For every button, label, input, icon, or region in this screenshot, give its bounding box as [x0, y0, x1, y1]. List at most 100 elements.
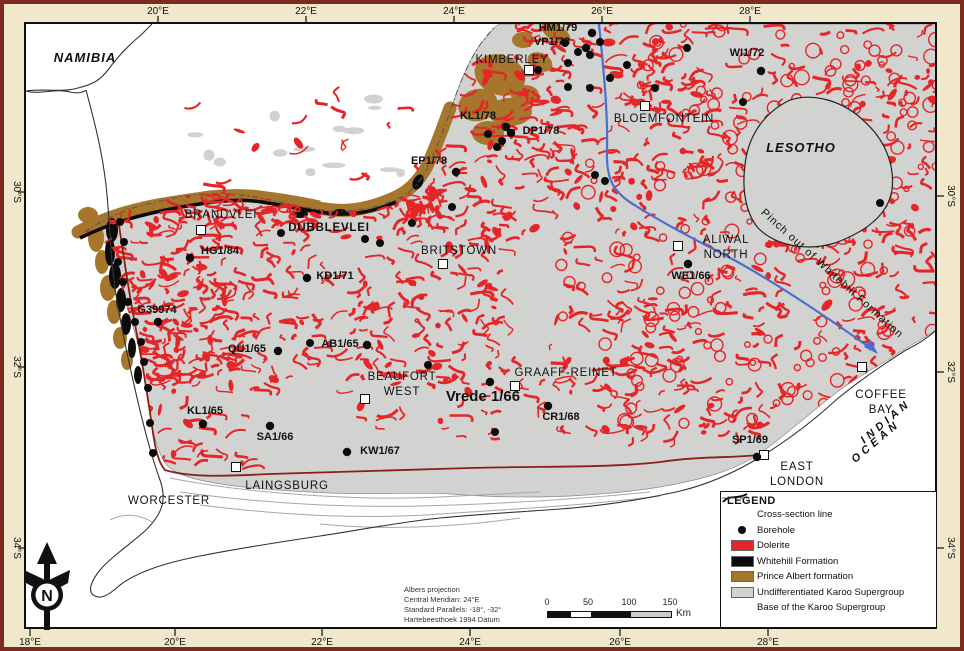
borehole-dot: [591, 171, 599, 179]
borehole-dot: [491, 428, 499, 436]
tick-label: 22°E: [295, 6, 317, 17]
scale-segment: [591, 612, 631, 617]
legend-row: Dolerite: [727, 538, 932, 554]
borehole-dot: [185, 253, 195, 263]
borehole-dot: [601, 177, 609, 185]
legend: LEGEND Cross-section line Borehole Dolerit…: [720, 491, 937, 628]
tick-label: 32°S: [11, 356, 22, 378]
legend-symbol-swatch: [727, 555, 757, 567]
borehole-dot: [574, 48, 582, 56]
borehole-label: EP1/78: [411, 155, 447, 167]
borehole-dot: [448, 203, 456, 211]
borehole-dot: [752, 452, 762, 462]
town-label: BAY: [869, 404, 894, 416]
projection-line: Central Meridian: 24°E: [404, 595, 480, 604]
borehole-label: CR1/68: [542, 411, 579, 423]
borehole-label: HG1/84: [201, 245, 240, 257]
scale-number: 150: [662, 597, 678, 607]
borehole-label: KL1/65: [187, 405, 223, 417]
tick-label: 20°E: [164, 637, 186, 647]
borehole-dot: [306, 339, 314, 347]
borehole-dot: [153, 317, 163, 327]
town-square: [438, 259, 448, 269]
town-label: BRITSTOWN: [421, 245, 497, 257]
borehole-dot: [498, 137, 506, 145]
borehole-dot: [131, 318, 139, 326]
borehole-dot: [273, 346, 283, 356]
borehole-label: KD1/71: [316, 270, 353, 282]
tick-label: 30°S: [11, 181, 22, 203]
borehole-label: Vrede 1/66: [446, 388, 520, 405]
legend-row: Cross-section line: [722, 493, 932, 523]
borehole-label: AB1/65: [321, 338, 358, 350]
base-of-karoo-line: [83, 25, 496, 233]
borehole-dot: [277, 229, 285, 237]
town-label: GRAAFF-REINET: [514, 367, 617, 379]
legend-row: Borehole: [727, 523, 932, 539]
legend-label: Borehole: [757, 524, 796, 536]
legend-label: Prince Albert formation: [757, 571, 854, 583]
legend-row: Prince Albert formation: [727, 569, 932, 585]
scale-unit: Km: [676, 608, 691, 619]
town-square: [857, 362, 867, 372]
town-square: [196, 225, 206, 235]
scale-bar: 0 50 100 150 Km: [540, 597, 700, 629]
borehole-label: SP1/69: [732, 434, 768, 446]
graticule-ticks: 20°E 22°E 24°E 26°E 28°E 18°E 20°E 22°E 24°E 26°E…: [11, 6, 956, 647]
legend-title: LEGEND: [727, 495, 776, 507]
svg-text:N: N: [41, 588, 53, 605]
town-label: DUBBLEVLEI: [288, 222, 369, 234]
tick-label: 22°E: [311, 637, 333, 647]
borehole-label: WI1/72: [730, 47, 765, 59]
map-canvas: Pinch out of Whitehill Formation NAMIBIA…: [11, 6, 956, 647]
borehole-dot: [408, 219, 416, 227]
borehole-dot: [564, 59, 572, 67]
borehole-label: KL1/78: [460, 110, 496, 122]
dolerite-outliers: [184, 86, 420, 195]
legend-label: Base of the Karoo Supergroup: [757, 602, 886, 614]
fold-belt-lines: [109, 477, 661, 528]
outlier-karoo-patches: [187, 94, 405, 178]
tick-label: 18°E: [19, 637, 41, 647]
borehole-dot: [484, 130, 492, 138]
borehole-dot: [683, 259, 693, 269]
town-label: LONDON: [770, 476, 824, 488]
tick-label: 28°E: [757, 637, 779, 647]
north-arrow: N: [24, 542, 70, 630]
borehole-dot: [561, 39, 569, 47]
map-border: [24, 22, 937, 629]
borehole-dot: [587, 28, 597, 38]
borehole-dot: [119, 278, 127, 286]
town-label: EAST: [780, 461, 813, 473]
borehole-dot: [564, 83, 572, 91]
borehole-dot: [596, 38, 604, 46]
legend-row: Base of the Karoo Supergroup: [722, 497, 932, 616]
borehole-dot: [506, 128, 516, 138]
legend-label: Undifferentiated Karoo Supergroup: [757, 586, 905, 598]
borehole-dot: [493, 143, 501, 151]
borehole-label: SA1/66: [257, 431, 294, 443]
borehole-dot: [361, 235, 369, 243]
map-labels: KIMBERLEY BLOEMFONTEIN BRANDVLEI DUBBLEVLEI…: [128, 22, 906, 507]
borehole-dot: [876, 199, 884, 207]
borehole-label: G39974: [137, 304, 177, 316]
borehole-dot: [342, 447, 352, 457]
tick-label: 24°E: [443, 6, 465, 17]
scale-number: 0: [544, 597, 550, 607]
scale-number: 50: [582, 597, 594, 607]
borehole-dot: [501, 122, 511, 132]
borehole-dot: [739, 98, 747, 106]
lesotho-outline: [743, 96, 894, 248]
town-markers: [196, 65, 867, 472]
town-square: [360, 394, 370, 404]
scale-segment: [548, 612, 571, 617]
borehole-dot: [362, 340, 372, 350]
pinch-out-line: [597, 23, 878, 354]
legend-symbol-swatch: [727, 586, 757, 598]
town-label: BRANDVLEI: [185, 209, 257, 221]
country-label-namibia: NAMIBIA: [54, 50, 117, 65]
town-label: WORCESTER: [128, 495, 210, 507]
borehole-dot: [623, 61, 631, 69]
legend-row: Undifferentiated Karoo Supergroup: [727, 585, 932, 601]
